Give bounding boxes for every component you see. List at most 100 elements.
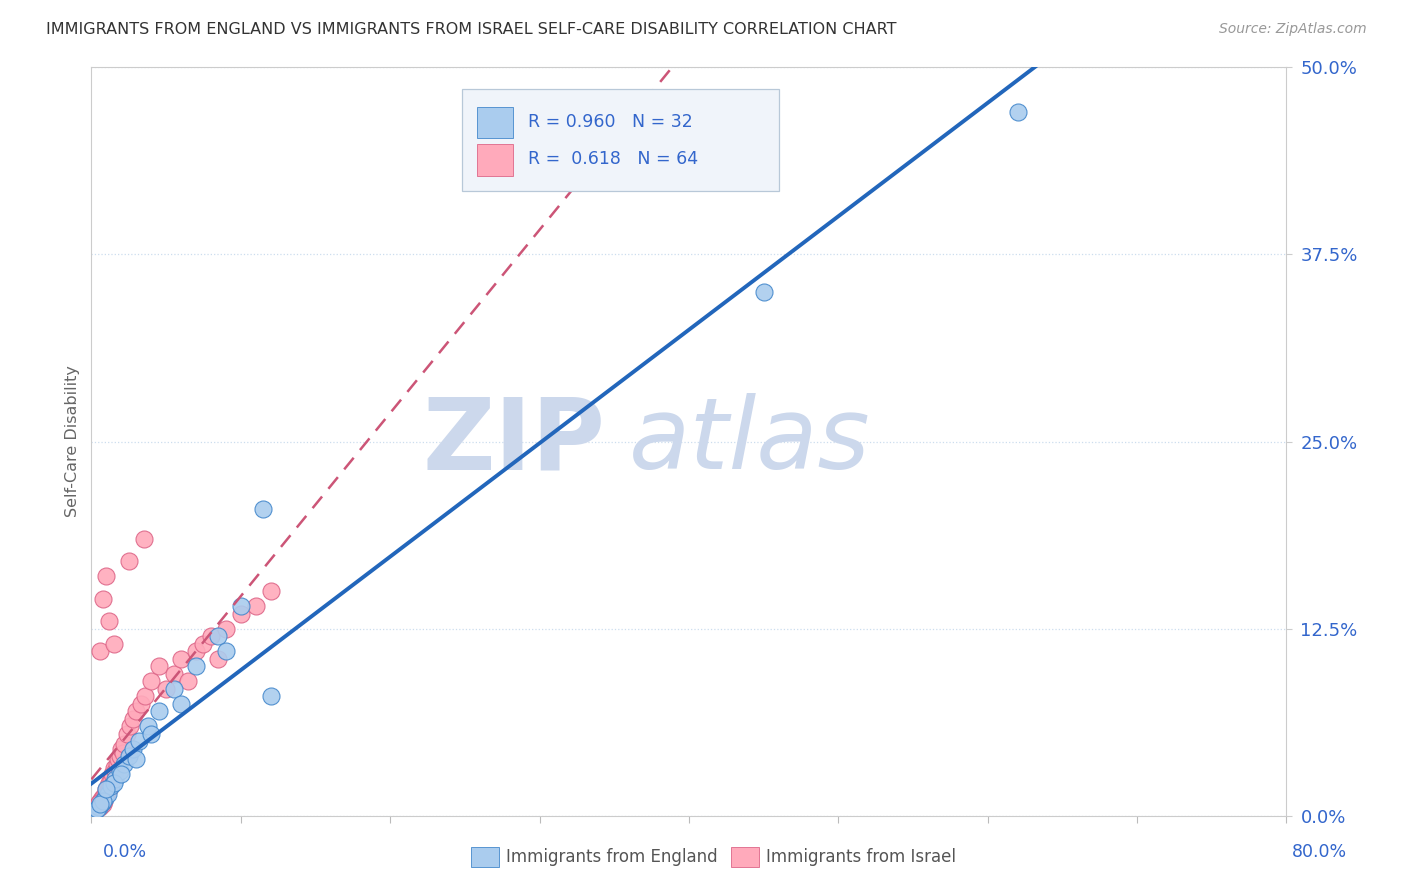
Text: IMMIGRANTS FROM ENGLAND VS IMMIGRANTS FROM ISRAEL SELF-CARE DISABILITY CORRELATI: IMMIGRANTS FROM ENGLAND VS IMMIGRANTS FR… bbox=[46, 22, 897, 37]
Point bbox=[112, 737, 135, 751]
Point bbox=[97, 779, 120, 793]
Point bbox=[125, 752, 148, 766]
Point bbox=[122, 712, 145, 726]
Point bbox=[84, 802, 107, 816]
Point bbox=[97, 787, 120, 801]
Bar bbox=[478, 145, 513, 176]
Point bbox=[184, 644, 207, 658]
Point bbox=[215, 622, 238, 636]
Point bbox=[86, 802, 108, 816]
Point bbox=[103, 637, 125, 651]
Point bbox=[104, 764, 127, 779]
Bar bbox=[478, 107, 513, 138]
Point bbox=[90, 791, 112, 805]
Point bbox=[193, 637, 215, 651]
Point bbox=[111, 746, 134, 760]
Point bbox=[245, 599, 267, 614]
Point bbox=[108, 749, 131, 764]
Point bbox=[155, 681, 177, 696]
Point bbox=[105, 756, 128, 771]
Point bbox=[136, 719, 159, 733]
Point bbox=[87, 800, 110, 814]
Point bbox=[94, 787, 117, 801]
Point bbox=[110, 741, 132, 756]
Point bbox=[134, 690, 156, 704]
Point bbox=[82, 806, 104, 821]
Point bbox=[207, 652, 229, 666]
Point bbox=[200, 629, 222, 643]
Point bbox=[112, 756, 135, 771]
Point bbox=[84, 803, 107, 817]
Point bbox=[90, 796, 112, 810]
Text: Immigrants from Israel: Immigrants from Israel bbox=[766, 848, 956, 866]
Point bbox=[162, 666, 184, 681]
Point bbox=[84, 803, 107, 817]
Point bbox=[87, 796, 110, 810]
Point bbox=[83, 805, 105, 819]
Point bbox=[84, 802, 107, 816]
Point bbox=[87, 797, 110, 812]
FancyBboxPatch shape bbox=[461, 89, 779, 191]
Point bbox=[96, 569, 118, 583]
Point bbox=[170, 697, 193, 711]
Point bbox=[100, 773, 122, 788]
Point bbox=[89, 794, 111, 808]
Point bbox=[184, 659, 207, 673]
Point bbox=[93, 591, 115, 606]
Text: Source: ZipAtlas.com: Source: ZipAtlas.com bbox=[1219, 22, 1367, 37]
Point bbox=[122, 741, 145, 756]
Point bbox=[118, 749, 141, 764]
Point bbox=[108, 764, 131, 779]
Point bbox=[115, 727, 138, 741]
Text: 80.0%: 80.0% bbox=[1292, 843, 1347, 861]
Point bbox=[103, 776, 125, 790]
Point bbox=[93, 794, 115, 808]
Point bbox=[118, 554, 141, 568]
Point bbox=[96, 782, 118, 797]
Point bbox=[94, 791, 117, 805]
Point bbox=[89, 797, 111, 812]
Point bbox=[97, 782, 120, 797]
Point bbox=[177, 674, 200, 689]
Point bbox=[98, 776, 121, 790]
Text: ZIP: ZIP bbox=[422, 393, 605, 490]
Text: R =  0.618   N = 64: R = 0.618 N = 64 bbox=[527, 150, 697, 168]
Point bbox=[752, 285, 775, 299]
Point bbox=[93, 789, 115, 804]
Point bbox=[120, 719, 142, 733]
Point bbox=[103, 761, 125, 775]
Point bbox=[162, 681, 184, 696]
Point bbox=[89, 644, 111, 658]
Point bbox=[90, 793, 112, 807]
Text: Immigrants from England: Immigrants from England bbox=[506, 848, 718, 866]
Point bbox=[104, 772, 127, 786]
Text: atlas: atlas bbox=[630, 393, 870, 490]
Point bbox=[98, 779, 121, 793]
Point bbox=[107, 752, 129, 766]
Point bbox=[207, 629, 229, 643]
Point bbox=[141, 674, 162, 689]
Point bbox=[229, 599, 252, 614]
Point bbox=[100, 779, 122, 793]
Point bbox=[148, 659, 170, 673]
Point bbox=[141, 727, 162, 741]
Point bbox=[96, 782, 118, 797]
Point bbox=[110, 767, 132, 781]
Point bbox=[101, 767, 124, 781]
Point bbox=[215, 644, 238, 658]
Point bbox=[93, 794, 115, 808]
Point bbox=[252, 502, 274, 516]
Point bbox=[128, 734, 150, 748]
Point bbox=[91, 797, 114, 812]
Point bbox=[170, 652, 193, 666]
Point bbox=[86, 798, 108, 813]
Point bbox=[86, 800, 108, 814]
Y-axis label: Self-Care Disability: Self-Care Disability bbox=[65, 366, 80, 517]
Point bbox=[148, 704, 170, 718]
Point bbox=[89, 800, 111, 814]
Point bbox=[94, 788, 117, 802]
Point bbox=[86, 800, 108, 814]
Point bbox=[259, 690, 281, 704]
Point bbox=[1007, 104, 1029, 119]
Text: 0.0%: 0.0% bbox=[103, 843, 146, 861]
